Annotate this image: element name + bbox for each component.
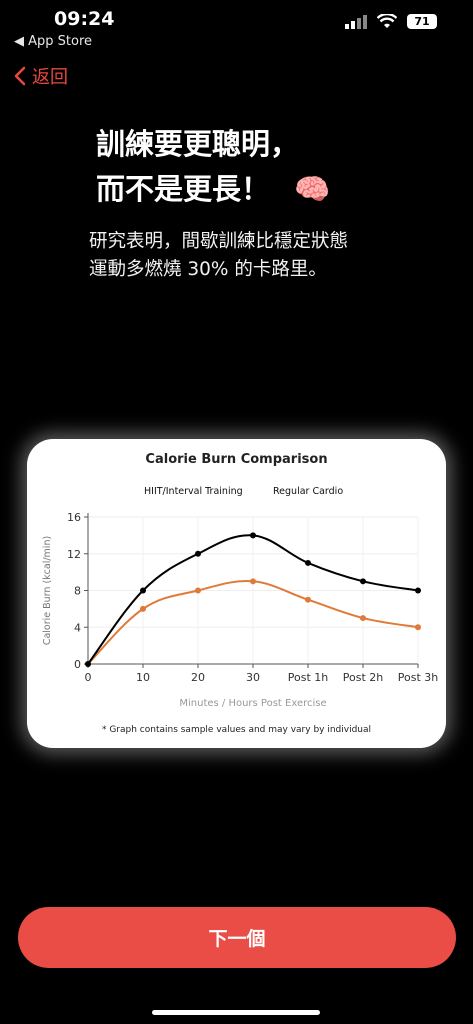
data-point-hiit [415, 587, 421, 594]
x-tick-label: 10 [136, 671, 150, 684]
data-point-regular-cardio [250, 578, 256, 585]
x-tick-label: Post 3h [398, 671, 439, 684]
data-point-regular-cardio [140, 605, 146, 612]
legend-item-hiit: HIIT/Interval Training [144, 486, 243, 497]
back-to-app-store-link[interactable]: ◀ App Store [14, 34, 93, 49]
subtitle-line-2: 運動多燃燒 30% 的卡路里。 [89, 259, 327, 280]
x-axis-label: Minutes / Hours Post Exercise [179, 698, 326, 709]
back-label: 返回 [32, 67, 68, 88]
y-tick-label: 12 [67, 548, 81, 561]
data-point-hiit [195, 550, 201, 557]
data-point-hiit [305, 559, 311, 566]
data-point-regular-cardio [360, 615, 366, 622]
title-line-2: 而不是更長！ 🧠 [96, 167, 330, 212]
wifi-icon [377, 14, 397, 28]
back-button[interactable]: 返回 [14, 63, 68, 89]
home-indicator [152, 1010, 320, 1015]
page-subtitle: 研究表明，間歇訓練比穩定狀態 運動多燃燒 30% 的卡路里。 [89, 228, 399, 284]
subtitle-line-1: 研究表明，間歇訓練比穩定狀態 [89, 231, 349, 252]
page-title: 訓練要更聰明， 而不是更長！ 🧠 [96, 122, 330, 212]
x-tick-label: 20 [191, 671, 205, 684]
y-tick-label: 8 [74, 585, 81, 598]
data-point-hiit [360, 578, 366, 585]
chevron-left-icon [14, 66, 26, 86]
data-point-regular-cardio [195, 587, 201, 594]
cellular-signal-icon [345, 14, 367, 29]
x-tick-label: Post 1h [288, 671, 329, 684]
y-tick-label: 4 [74, 621, 81, 634]
data-point-regular-cardio [305, 596, 311, 603]
x-tick-label: Post 2h [343, 671, 384, 684]
x-tick-label: 0 [85, 671, 92, 684]
chart-footnote: * Graph contains sample values and may v… [101, 725, 372, 735]
next-button-label: 下一個 [208, 928, 266, 950]
calorie-burn-chart: 0 4 8 12 16 0 10 20 30 Post 1h Post 2h Post 3h Calo… [42, 511, 439, 709]
brain-icon: 🧠 [294, 172, 331, 206]
title-line-2-text: 而不是更長！ [96, 172, 271, 206]
data-point-hiit [250, 532, 256, 539]
title-line-1: 訓練要更聰明， [96, 127, 300, 161]
next-button[interactable]: 下一個 [18, 907, 456, 968]
legend-item-regular-cardio: Regular Cardio [273, 486, 344, 497]
status-icons: 71 [345, 14, 437, 29]
battery-icon: 71 [407, 14, 437, 29]
y-tick-label: 16 [67, 511, 81, 524]
chart-card: Calorie Burn Comparison HIIT/Interval Tr… [27, 439, 446, 748]
data-point-regular-cardio [415, 624, 421, 631]
chart-title: Calorie Burn Comparison [145, 452, 328, 467]
data-point-hiit [85, 661, 91, 667]
status-time: 09:24 [54, 8, 115, 30]
x-tick-label: 30 [246, 671, 260, 684]
y-axis-label: Calorie Burn (kcal/min) [42, 536, 53, 645]
data-point-hiit [140, 587, 146, 594]
y-tick-label: 0 [74, 658, 81, 671]
